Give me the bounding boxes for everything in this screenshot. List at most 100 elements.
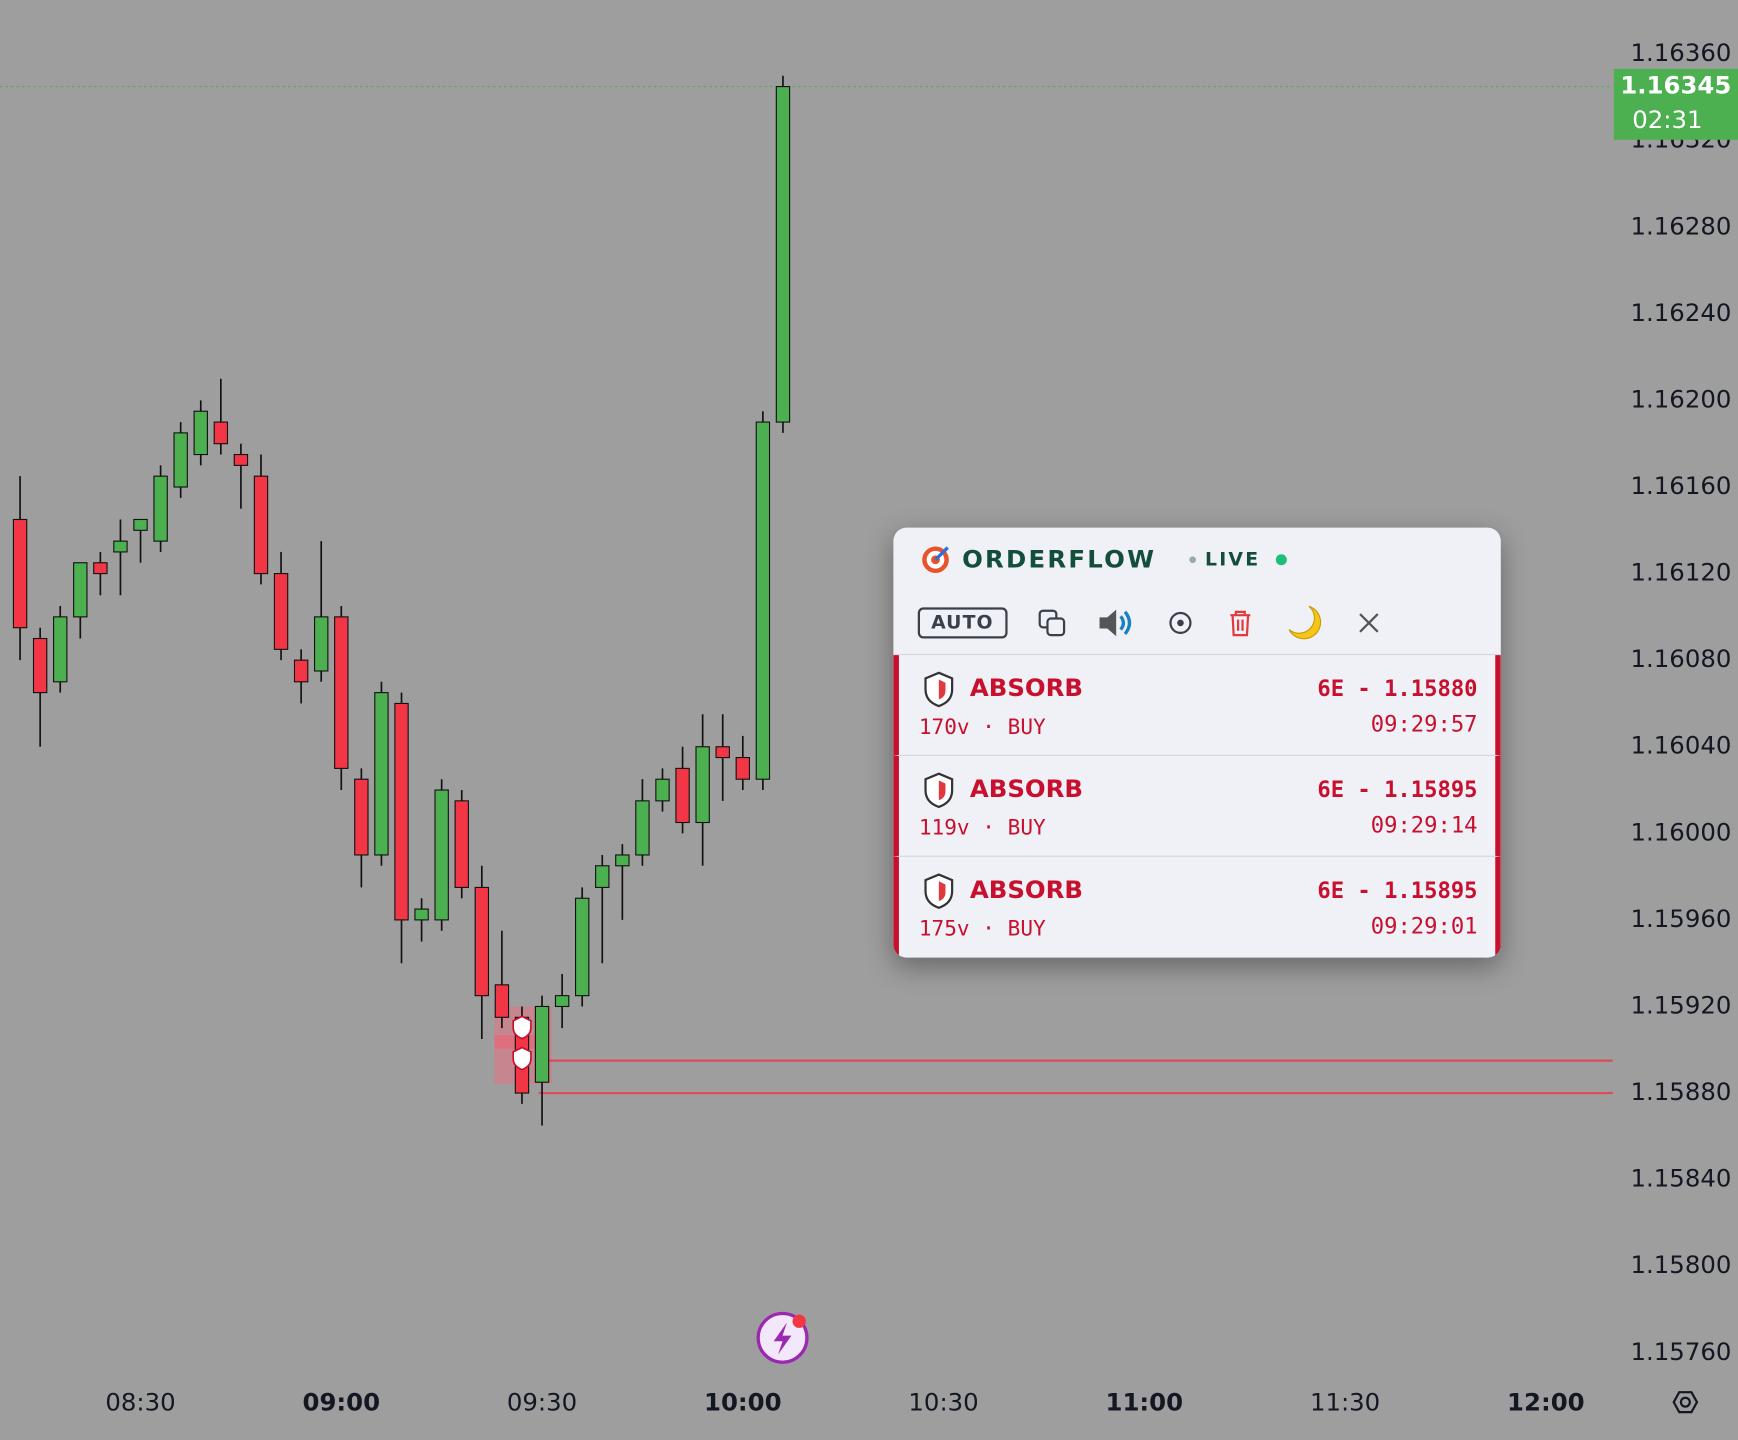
x-tick-label: 09:00 xyxy=(302,1387,380,1416)
candle-body xyxy=(735,757,751,780)
candle-body xyxy=(334,616,349,769)
candle-body xyxy=(273,573,289,650)
copy-button[interactable] xyxy=(1036,607,1067,638)
alert-time: 09:29:57 xyxy=(1370,710,1478,738)
settings-hole xyxy=(1679,1396,1691,1408)
delete-button[interactable] xyxy=(1224,607,1255,638)
y-tick-label: 1.16160 xyxy=(1631,471,1732,500)
candle-body xyxy=(775,86,791,423)
y-tick-label: 1.16280 xyxy=(1631,211,1732,240)
price-badge xyxy=(1613,68,1738,140)
logo xyxy=(922,546,949,574)
absorb-marker xyxy=(512,1046,532,1071)
alert-time: 09:29:14 xyxy=(1370,811,1478,838)
candle-body xyxy=(53,616,68,683)
x-tick-label: 09:30 xyxy=(507,1387,577,1416)
x-tick-label: 11:00 xyxy=(1106,1387,1184,1416)
settings-button[interactable] xyxy=(1164,607,1195,638)
x-tick-label: 11:30 xyxy=(1310,1387,1380,1416)
auto-button[interactable]: AUTO xyxy=(917,607,1007,639)
alert-list: ABSORB 170v · BUY 6E - 1.15880 09:29:57 ABS… xyxy=(893,655,1501,957)
x-tick-label: 08:30 xyxy=(105,1387,175,1416)
y-tick-label: 1.16240 xyxy=(1631,298,1732,327)
candle-body xyxy=(293,659,309,683)
price-countdown: 02:31 xyxy=(1632,105,1702,134)
x-tick-label: 12:00 xyxy=(1507,1387,1585,1416)
candle-body xyxy=(233,453,249,466)
y-tick-label: 1.16040 xyxy=(1631,731,1732,760)
panel-title: ORDERFLOW xyxy=(962,545,1157,574)
orderflow-panel: ORDERFLOW LIVE AUTO ABSORB 170v · BUY 6E -… xyxy=(893,527,1501,958)
candle-body xyxy=(715,746,730,759)
close-button[interactable] xyxy=(1353,607,1384,638)
y-tick-label: 1.15840 xyxy=(1631,1164,1732,1193)
candle-body xyxy=(474,886,490,997)
lightning xyxy=(773,1322,792,1355)
candle-body xyxy=(113,540,128,553)
y-tick-label: 1.15920 xyxy=(1631,990,1732,1019)
candle-body xyxy=(394,702,409,921)
price-badge-label: 1.16345 xyxy=(1620,71,1731,100)
sound-button[interactable] xyxy=(1096,605,1136,640)
y-tick-label: 1.15760 xyxy=(1631,1337,1732,1366)
alert-quote: 6E - 1.15880 xyxy=(1317,675,1478,702)
y-tick-label: 1.15960 xyxy=(1631,904,1732,933)
alert-type: ABSORB xyxy=(969,876,1083,905)
alert-row[interactable]: ABSORB 119v · BUY 6E - 1.15895 09:29:14 xyxy=(893,755,1501,857)
candle-body xyxy=(635,800,650,856)
candle-body xyxy=(193,410,208,456)
alert-time: 09:29:01 xyxy=(1370,912,1478,939)
alert-details: 175v · BUY xyxy=(918,916,1046,942)
candle-body xyxy=(12,518,28,629)
candle-body xyxy=(253,475,269,575)
y-tick-label: 1.15880 xyxy=(1631,1077,1732,1106)
candle-body xyxy=(494,984,510,1018)
alert-type: ABSORB xyxy=(969,775,1083,804)
candle-body xyxy=(374,692,389,856)
chart-icons xyxy=(756,1311,1699,1414)
status-text: LIVE xyxy=(1204,548,1261,571)
candle-body xyxy=(595,865,610,888)
y-tick-label: 1.15800 xyxy=(1631,1250,1732,1279)
y-tick-label: 1.16120 xyxy=(1631,558,1732,587)
alert-details: 170v · BUY xyxy=(918,714,1046,740)
candle-body xyxy=(534,1005,550,1083)
candle-body xyxy=(454,800,469,888)
alert-quote: 6E - 1.15895 xyxy=(1317,876,1478,904)
notify-dot xyxy=(792,1314,806,1328)
candle-body xyxy=(213,421,229,445)
x-tick-label: 10:00 xyxy=(704,1387,782,1416)
alert-row[interactable]: ABSORB 175v · BUY 6E - 1.15895 09:29:01 xyxy=(893,856,1501,957)
x-tick-label: 10:30 xyxy=(908,1387,978,1416)
candle-body xyxy=(314,616,329,672)
y-tick-label: 1.16360 xyxy=(1631,38,1732,67)
candle-body xyxy=(574,897,590,997)
alert-quote: 6E - 1.15895 xyxy=(1317,775,1478,803)
alert-row[interactable]: ABSORB 170v · BUY 6E - 1.15880 09:29:57 xyxy=(893,655,1501,756)
candle-body xyxy=(755,421,771,780)
y-tick-label: 1.16200 xyxy=(1631,384,1732,413)
candle-body xyxy=(133,518,148,531)
candle-body xyxy=(434,789,449,921)
candle-body xyxy=(153,475,168,542)
settings-icon[interactable] xyxy=(1672,1391,1699,1414)
candle-body xyxy=(93,562,108,575)
candle-body xyxy=(354,778,369,856)
theme-button[interactable] xyxy=(1284,603,1324,643)
candle-body xyxy=(615,854,630,867)
candle-body xyxy=(695,746,710,824)
candle-body xyxy=(655,778,670,802)
y-tick-label: 1.16080 xyxy=(1631,644,1732,673)
candle-body xyxy=(32,637,48,694)
alert-type: ABSORB xyxy=(969,675,1083,703)
candle-body xyxy=(414,908,429,921)
alert-details: 119v · BUY xyxy=(918,815,1046,841)
absorb-marker xyxy=(512,1015,532,1040)
candle-body xyxy=(173,432,188,488)
candle-body xyxy=(554,995,570,1008)
live-status: LIVE xyxy=(1189,548,1287,571)
toolbar: AUTO xyxy=(893,592,1501,656)
candle-body xyxy=(73,562,88,618)
